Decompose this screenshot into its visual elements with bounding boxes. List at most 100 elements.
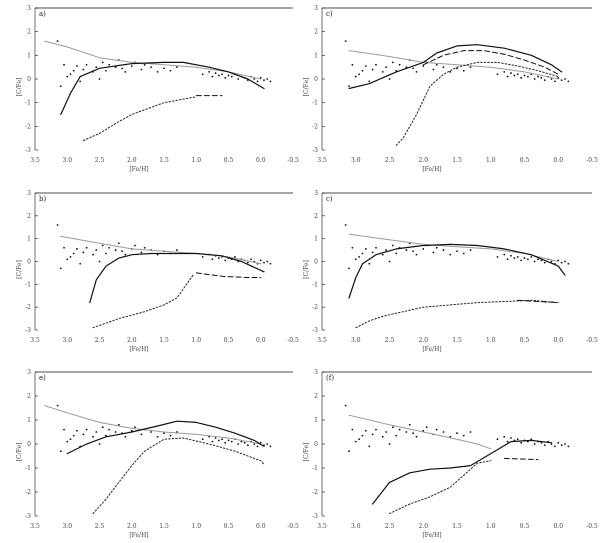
observation-point [405, 431, 408, 433]
observation-point [344, 404, 347, 407]
observation-point [224, 259, 227, 262]
observation-point [240, 440, 243, 443]
observation-point [523, 257, 526, 259]
observation-point [361, 434, 364, 437]
observation-point [506, 440, 509, 443]
x-tick-label: 2.5 [385, 157, 395, 164]
x-tick-label: 1.0 [486, 523, 496, 530]
observation-point [76, 429, 78, 432]
series-gray-line [60, 235, 262, 265]
y-tick-label: -3 [312, 327, 318, 334]
observation-point [503, 253, 506, 256]
observation-point [358, 73, 361, 76]
observation-point [368, 80, 371, 83]
observation-point [208, 71, 211, 73]
x-tick-label: -0.5 [586, 523, 598, 530]
x-tick-label: 3.5 [317, 523, 327, 530]
y-tick-label: -2 [312, 489, 318, 496]
observation-point [56, 40, 59, 43]
y-tick-label: -3 [312, 513, 318, 520]
observation-point [82, 251, 85, 254]
observation-point [442, 431, 445, 433]
observation-point [496, 438, 499, 441]
observation-point [456, 67, 458, 70]
x-tick-label: 3.0 [351, 523, 361, 530]
observation-point [263, 79, 265, 82]
observation-point [530, 438, 533, 441]
y-tick-label: 3 [27, 369, 31, 376]
observation-point [69, 438, 72, 441]
series-solid-line [372, 439, 553, 505]
panel-label: c) [326, 195, 333, 203]
observation-point [66, 258, 69, 261]
observation-point [543, 444, 546, 447]
observation-point [553, 445, 556, 448]
series-dotted-line [389, 460, 492, 515]
observation-point [543, 79, 546, 82]
observation-point [469, 66, 472, 69]
observation-point [176, 66, 178, 69]
observation-point [385, 431, 388, 433]
x-tick-label: 2.0 [127, 337, 137, 344]
observation-point [395, 434, 398, 437]
x-tick-label: 2.0 [127, 157, 137, 164]
observation-point [156, 71, 159, 73]
observation-point [243, 441, 246, 444]
observation-point [523, 74, 526, 77]
observation-point [140, 433, 143, 436]
y-axis-label: [C/Fe] [16, 260, 23, 279]
series-dotted-line [92, 274, 194, 329]
observation-point [537, 258, 539, 261]
panel-label: e) [39, 374, 46, 382]
observation-point [375, 428, 377, 431]
observation-point [117, 242, 120, 245]
x-axis-label: [Fe/H] [422, 166, 441, 173]
observation-point [381, 71, 384, 73]
series-dashed-line [422, 50, 559, 75]
observation-point [354, 440, 357, 443]
observation-point [520, 76, 523, 79]
y-tick-label: 3 [27, 5, 31, 12]
observation-point [368, 445, 371, 448]
x-tick-label: 1.0 [486, 157, 496, 164]
observation-point [121, 67, 123, 70]
observation-point [435, 246, 438, 249]
observation-point [540, 259, 543, 262]
x-tick-label: 2.0 [127, 523, 137, 530]
y-tick-label: 1 [27, 417, 31, 424]
observation-point [263, 261, 265, 264]
observation-point [351, 246, 354, 249]
series-gray-line [348, 50, 559, 80]
observation-point [560, 79, 563, 82]
observation-point [101, 244, 104, 247]
observation-point [130, 65, 133, 67]
observation-point [156, 435, 159, 438]
observation-point [234, 256, 236, 258]
observation-point [253, 78, 256, 80]
observation-point [550, 260, 553, 263]
observation-point [560, 261, 563, 264]
series-dotted-line [395, 61, 559, 146]
observation-point [85, 428, 88, 431]
observation-point [201, 73, 204, 76]
observation-point [105, 434, 107, 437]
observation-point [85, 246, 88, 249]
observation-point [496, 73, 499, 76]
observation-point [143, 63, 146, 66]
x-tick-label: 3.0 [62, 157, 72, 164]
y-tick-label: -3 [312, 147, 318, 154]
x-tick-label: 2.0 [418, 157, 428, 164]
observation-point [134, 426, 136, 429]
x-tick-label: 0.5 [224, 337, 234, 344]
observation-point [72, 252, 75, 255]
y-tick-label: 2 [314, 393, 318, 400]
observation-point [503, 435, 506, 438]
series-gray-line [348, 414, 492, 450]
panel-label: a) [39, 10, 46, 18]
observation-point [358, 438, 361, 441]
series-gray-line [44, 40, 262, 80]
observation-point [124, 253, 127, 256]
observation-point [557, 441, 560, 444]
observation-point [59, 85, 62, 87]
